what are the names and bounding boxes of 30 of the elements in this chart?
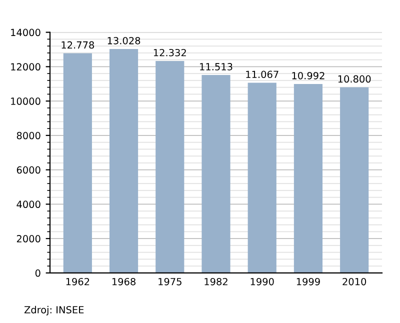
x-tick-label: 1962 — [66, 278, 90, 286]
bar — [294, 84, 323, 273]
text: Zdroj: INSEE — [24, 306, 84, 316]
y-tick-label: 4000 — [16, 200, 40, 208]
data-label: 11.067 — [246, 70, 278, 78]
x-tick-label: 1999 — [296, 278, 320, 286]
y-tick-label: 12000 — [11, 63, 40, 71]
bar — [248, 82, 276, 273]
x-tick-label: 1975 — [158, 278, 182, 286]
data-label: 10.800 — [338, 75, 371, 83]
y-tick-label: 6000 — [16, 166, 40, 174]
y-tick-label: 2000 — [16, 235, 40, 242]
x-tick-label: 1990 — [250, 278, 274, 286]
data-label: 11.513 — [200, 63, 232, 70]
x-tick-label: 1982 — [204, 278, 228, 286]
y-tick-label: 8000 — [16, 132, 40, 140]
data-label: 12.332 — [154, 48, 186, 56]
bar — [63, 53, 92, 273]
bar — [340, 87, 369, 273]
data-label: 12.778 — [62, 41, 94, 49]
x-tick-label: 2010 — [342, 278, 366, 286]
data-label: 13.028 — [108, 36, 140, 44]
x-tick-label: 1968 — [112, 278, 136, 286]
bar — [156, 60, 184, 273]
bar — [109, 49, 138, 273]
bar — [202, 75, 230, 273]
y-tick-label: 14000 — [11, 28, 40, 36]
y-tick-label: 10000 — [11, 98, 40, 105]
data-label: 10.992 — [292, 72, 324, 80]
y-tick-label: 0 — [35, 269, 40, 277]
